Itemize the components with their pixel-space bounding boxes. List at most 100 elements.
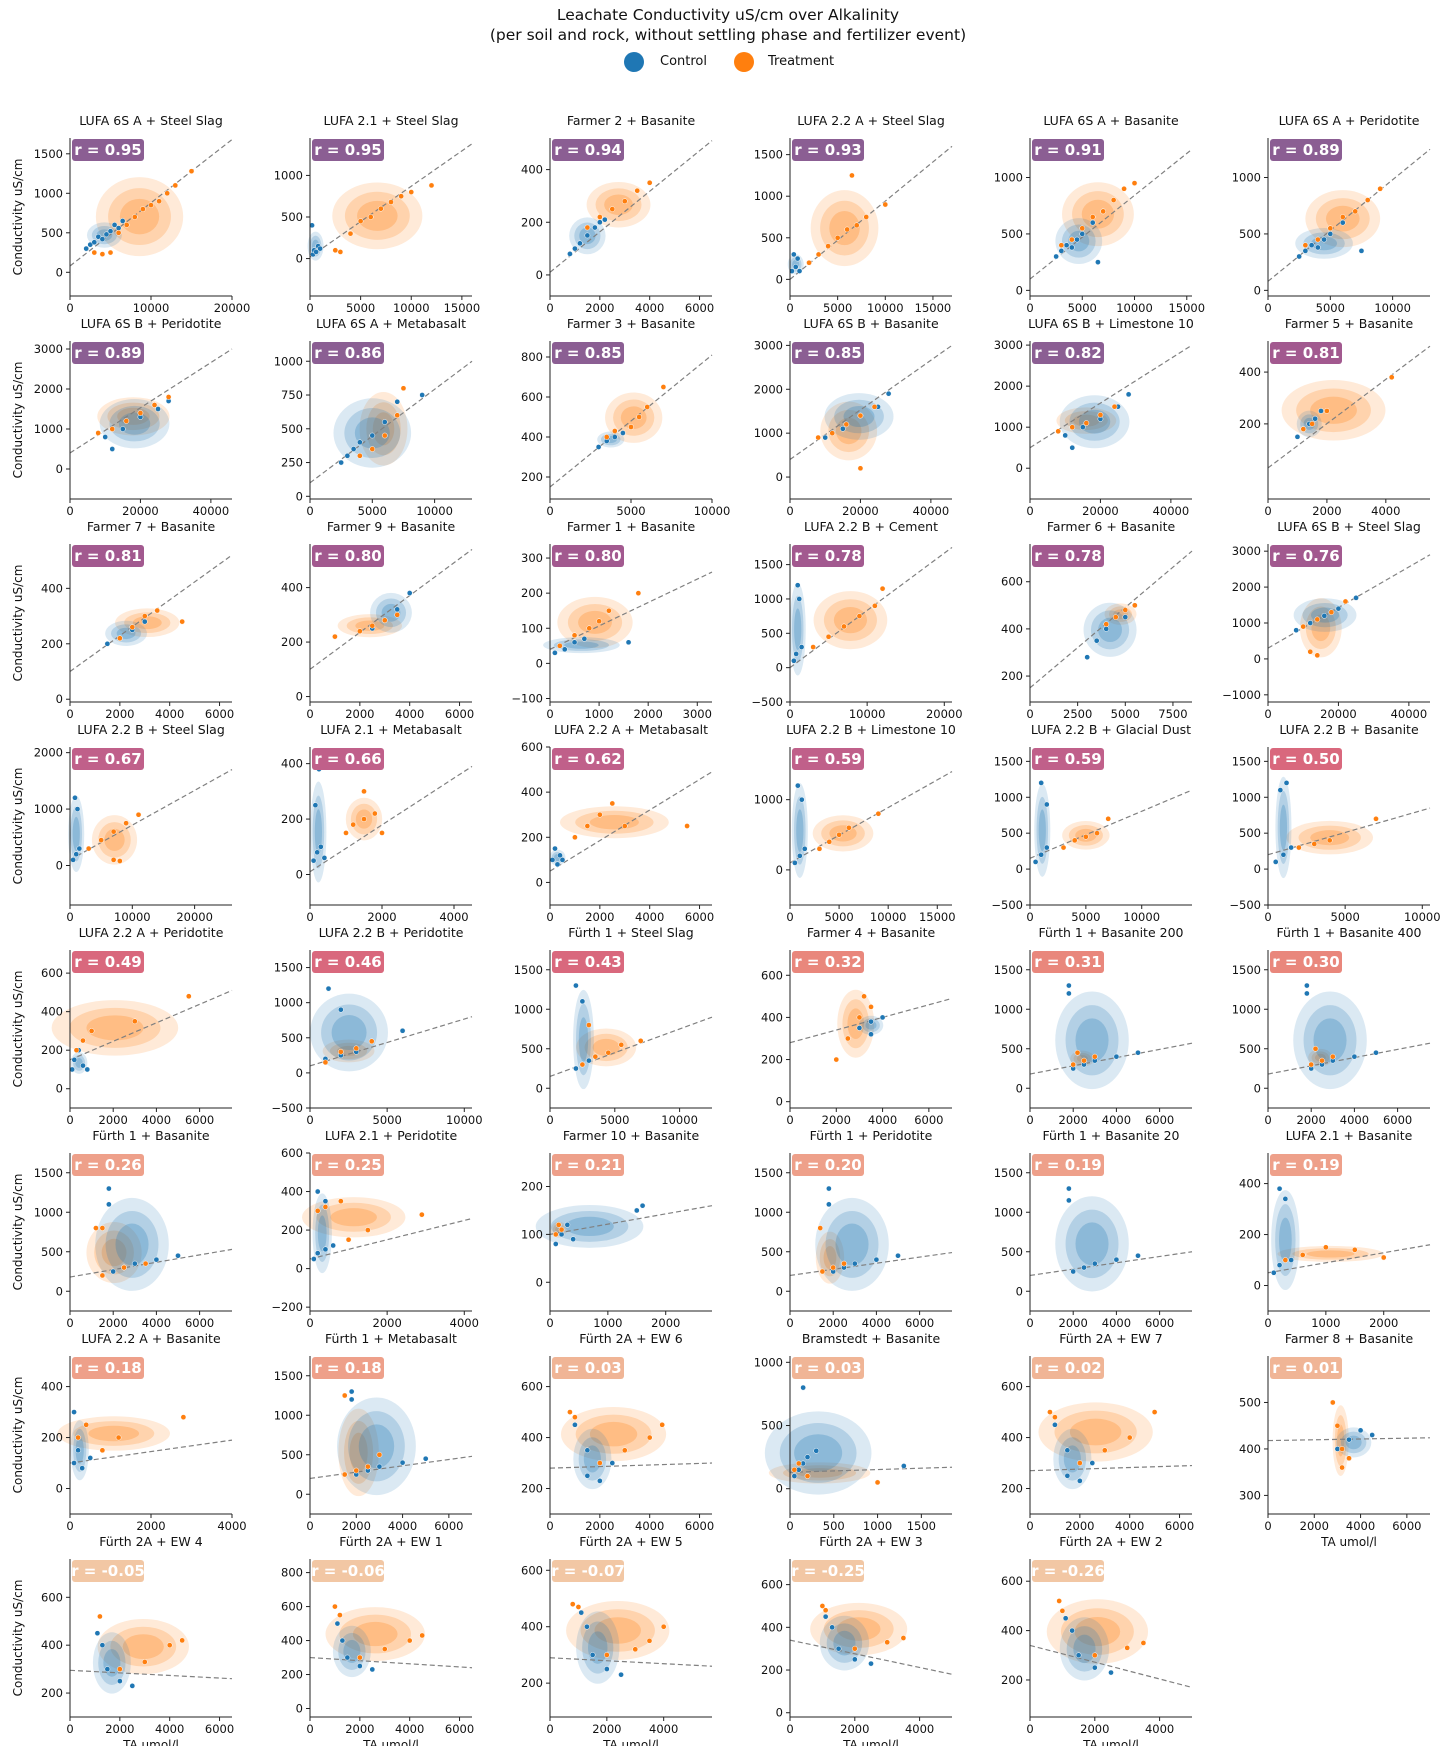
subplot-title: Fürth 2A + EW 2: [1059, 1534, 1162, 1549]
y-tick-label: 100: [521, 1227, 543, 1241]
y-tick-label: 200: [521, 1180, 543, 1194]
y-tick-label: 0: [296, 1487, 303, 1501]
treatment-point: [1314, 236, 1321, 243]
treatment-point: [1068, 236, 1075, 243]
y-tick-label: 1500: [514, 963, 543, 977]
y-tick-label: 400: [1001, 1624, 1023, 1638]
treatment-density: [613, 399, 655, 436]
control-point: [792, 860, 798, 866]
r-value: r = 0.76: [1272, 547, 1339, 565]
treatment-point: [1299, 1252, 1306, 1258]
subplot-title: Farmer 8 + Basanite: [1285, 1331, 1414, 1346]
x-tick-label: 15000: [919, 910, 956, 924]
treatment-point: [833, 1056, 840, 1063]
treatment-point: [555, 1221, 562, 1228]
y-tick-label: 1500: [34, 147, 63, 161]
treatment-marker-icon: [734, 52, 754, 72]
treatment-density: [566, 1600, 670, 1660]
control-point: [800, 1384, 806, 1391]
x-tick-label: 5000: [823, 301, 852, 315]
control-density: [317, 1215, 327, 1252]
x-tick-label: 2000: [651, 1316, 680, 1330]
treatment-point: [85, 845, 92, 852]
r-value: r = 0.49: [74, 953, 141, 971]
y-tick-label: 0: [1254, 1279, 1261, 1293]
trend-line: [1029, 789, 1193, 859]
treatment-point: [369, 622, 376, 629]
r-badge: [312, 748, 384, 770]
y-tick-label: 1500: [994, 963, 1023, 977]
treatment-point: [347, 230, 354, 237]
y-tick-label: 200: [521, 470, 543, 484]
x-tick-label: 2000: [585, 301, 614, 315]
y-tick-label: 3000: [994, 338, 1023, 352]
treatment-point: [337, 1612, 343, 1618]
x-tick-label: 2000: [585, 1519, 614, 1533]
control-point: [83, 245, 90, 252]
y-tick-label: 1500: [274, 1369, 303, 1383]
treatment-density: [823, 1245, 837, 1270]
control-point: [104, 1666, 111, 1672]
treatment-density: [1332, 1405, 1349, 1476]
r-badge: [1270, 139, 1342, 161]
control-point: [344, 452, 351, 459]
r-badge: [1032, 748, 1104, 770]
control-point: [633, 1207, 640, 1214]
treatment-density: [88, 1425, 140, 1442]
treatment-point: [572, 1414, 578, 1421]
treatment-density: [325, 1607, 425, 1661]
control-point: [1070, 1268, 1077, 1275]
y-tick-label: 1000: [754, 1355, 783, 1369]
treatment-point: [634, 187, 641, 194]
trend-line: [309, 1656, 473, 1669]
y-tick-label: 600: [41, 966, 63, 980]
control-point: [314, 1188, 321, 1195]
treatment-point: [636, 414, 642, 420]
y-tick-label: 500: [1239, 1395, 1261, 1409]
treatment-point: [791, 1466, 798, 1473]
control-density: [95, 1197, 169, 1291]
treatment-density: [604, 194, 633, 215]
control-point: [1079, 231, 1086, 237]
control-point: [75, 1447, 81, 1454]
treatment-point: [137, 410, 144, 416]
control-point: [804, 1454, 811, 1460]
control-point: [73, 851, 80, 858]
x-tick-label: 10000: [870, 910, 907, 924]
control-density: [576, 1003, 591, 1076]
trend-line: [1029, 550, 1193, 689]
x-tick-label: 4000: [217, 1519, 246, 1533]
control-point: [1277, 787, 1284, 793]
control-density: [321, 1004, 378, 1061]
x-tick-label: 5000: [1331, 910, 1360, 924]
control-point: [1294, 433, 1301, 440]
trend-line: [309, 360, 473, 484]
subplot-title: Fürth 2A + EW 5: [579, 1534, 682, 1549]
x-tick-label: 6000: [205, 707, 234, 721]
control-point: [322, 1198, 329, 1205]
treatment-point: [829, 430, 836, 437]
treatment-density: [595, 188, 642, 222]
figure-header: Leachate Conductivity uS/cm over Alkalin…: [0, 0, 1456, 80]
treatment-point: [552, 1231, 559, 1238]
y-tick-label: 0: [776, 1482, 783, 1496]
control-point: [1327, 231, 1334, 237]
x-tick-label: 20000: [926, 707, 963, 721]
y-tick-label: 400: [41, 1638, 63, 1652]
control-point: [1091, 1260, 1098, 1267]
treatment-point: [621, 198, 628, 205]
r-badge: [792, 1154, 864, 1176]
y-tick-label: 200: [41, 1043, 63, 1057]
control-point: [369, 1666, 376, 1673]
y-tick-label: 200: [1001, 1482, 1023, 1496]
treatment-point: [121, 1264, 127, 1271]
subplot-42: Farmer 8 + Basanite r = 0.01 0 2000 4000 6000…: [1239, 1331, 1431, 1549]
treatment-point: [843, 421, 850, 428]
subplot-title: LUFA 6S B + Limestone 10: [1028, 316, 1194, 331]
control-point: [119, 218, 126, 224]
control-point: [1351, 1053, 1358, 1060]
x-tick-label: 0: [306, 504, 313, 518]
treatment-density: [316, 1202, 391, 1232]
control-density: [331, 1015, 367, 1051]
